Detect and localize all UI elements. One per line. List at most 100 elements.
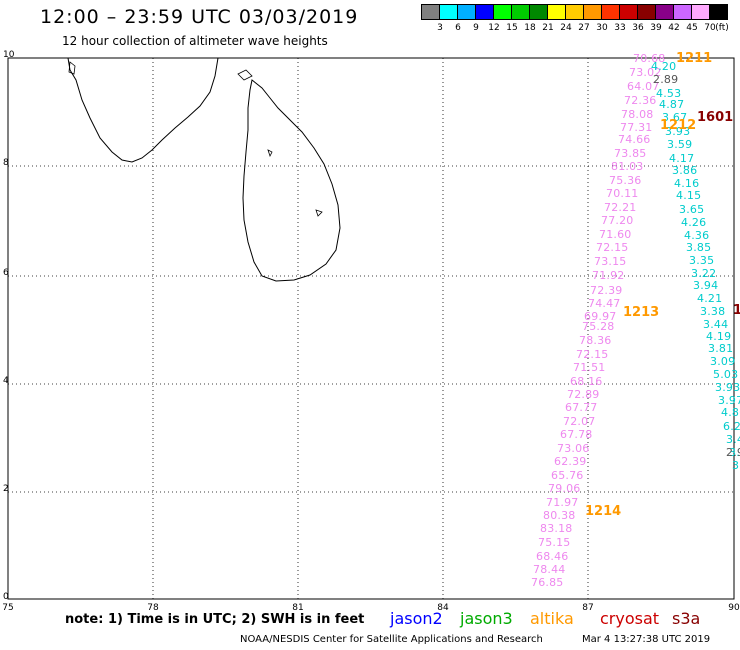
wave-height-value: 3.85 [686,241,712,254]
scale-swatch [691,4,710,20]
scale-swatch [547,4,566,20]
latitude-label: 6 [3,268,9,278]
wave-height-value: 3.65 [679,203,705,216]
scale-unit: (ft) [715,23,729,33]
satellite-name: cryosat [600,609,660,628]
wave-height-value: 79.06 [548,482,581,495]
wave-height-value: 3.93 [715,381,740,394]
wave-height-value: 71.60 [599,228,632,241]
wave-height-value: 72.89 [567,388,600,401]
wave-height-value: 4.19 [706,330,732,343]
wave-height-value: 71.92 [592,269,625,282]
latitude-label: 2 [3,484,9,494]
wave-height-value: 5.03 [713,368,739,381]
wave-height-value: 70.68 [633,52,666,65]
wave-height-value: 64.07 [627,80,660,93]
time-label: 1213 [623,305,660,320]
wave-height-value: 74.47 [588,297,621,310]
wave-height-value: 3.22 [691,267,717,280]
scale-label: 36 [632,23,644,33]
wave-height-value: 2.89 [653,73,679,86]
time-label: 1211 [676,51,713,66]
wave-height-value: 6.2 [723,420,740,433]
time-label: 1212 [660,118,697,133]
scale-label: 30 [596,23,608,33]
satellite-name: jason2 [390,609,443,628]
scale-swatch [637,4,656,20]
latitude-label: 10 [3,50,15,60]
scale-swatch [583,4,602,20]
wave-height-value: 81.03 [611,160,644,173]
map-frame [7,57,735,600]
wave-height-value: 62.39 [554,455,587,468]
wave-height-value: 73.06 [557,442,590,455]
wave-height-value: 80.38 [543,509,576,522]
scale-label: 70 [704,23,716,33]
generated-timestamp: Mar 4 13:27:38 UTC 2019 [582,634,711,645]
wave-height-value: 4.17 [669,152,695,165]
wave-height-value: 3.09 [710,355,736,368]
sri-lanka-coastline [242,79,341,282]
scale-label: 45 [686,23,698,33]
wave-height-value: 4.87 [659,98,685,111]
longitude-label: 87 [582,603,594,613]
wave-height-value: 75.28 [582,320,615,333]
wave-height-value: 2.9 [726,446,740,459]
wave-height-value: 75.15 [538,536,571,549]
scale-label: 39 [650,23,662,33]
scale-swatch [601,4,620,20]
scale-swatch [565,4,584,20]
wave-height-value: 3.81 [708,342,734,355]
scale-swatch [511,4,530,20]
footer-note: note: 1) Time is in UTC; 2) SWH is in fe… [65,612,365,627]
wave-height-value: 77.20 [601,214,634,227]
scale-label: 42 [668,23,680,33]
time-label: 1601 [697,110,734,125]
satellite-name: s3a [672,609,701,628]
credit-text: NOAA/NESDIS Center for Satellite Applica… [240,634,543,645]
wave-height-value: 4.53 [656,87,682,100]
wave-height-value: 71.97 [546,496,579,509]
wave-height-value: 72.15 [576,348,609,361]
wave-height-value: 3.38 [700,305,726,318]
wave-height-value: 3.67 [662,111,688,124]
wave-height-value: 71.51 [573,361,606,374]
wave-height-value: 3.59 [667,138,693,151]
wave-height-value: 3.97 [718,394,740,407]
scale-swatch [709,4,728,20]
wave-height-value: 72.15 [596,241,629,254]
wave-height-value: 76.85 [531,576,564,589]
scale-label: 18 [524,23,536,33]
scale-swatch [673,4,692,20]
scale-label: 3 [437,23,443,33]
wave-height-value: 72.21 [604,201,637,214]
wave-height-value: 83.18 [540,522,573,535]
scale-swatch [619,4,638,20]
wave-height-value: 3.86 [672,164,698,177]
scale-label: 15 [506,23,518,33]
latitude-label: 0 [3,592,9,602]
grid-lines [8,58,734,599]
wave-height-value: 68.46 [536,550,569,563]
longitude-label: 81 [292,603,304,613]
wave-height-value: 70.11 [606,187,639,200]
wave-height-value: 3.4 [726,433,740,446]
scale-swatch [655,4,674,20]
wave-height-value: 67.77 [565,401,598,414]
scale-swatch [529,4,548,20]
scale-label: 6 [455,23,461,33]
wave-height-value: 4.16 [674,177,700,190]
scale-swatch [475,4,494,20]
latitude-label: 8 [3,158,9,168]
scale-label: 27 [578,23,590,33]
latitude-label: 4 [3,376,9,386]
longitude-label: 78 [147,603,159,613]
scale-label: 33 [614,23,626,33]
longitude-label: 84 [437,603,449,613]
wave-height-value: 67.78 [560,428,593,441]
wave-height-value: 72.07 [563,415,596,428]
wave-height-value: 77.31 [620,121,653,134]
wave-height-value: 73.85 [614,147,647,160]
wave-height-value: 78.36 [579,334,612,347]
